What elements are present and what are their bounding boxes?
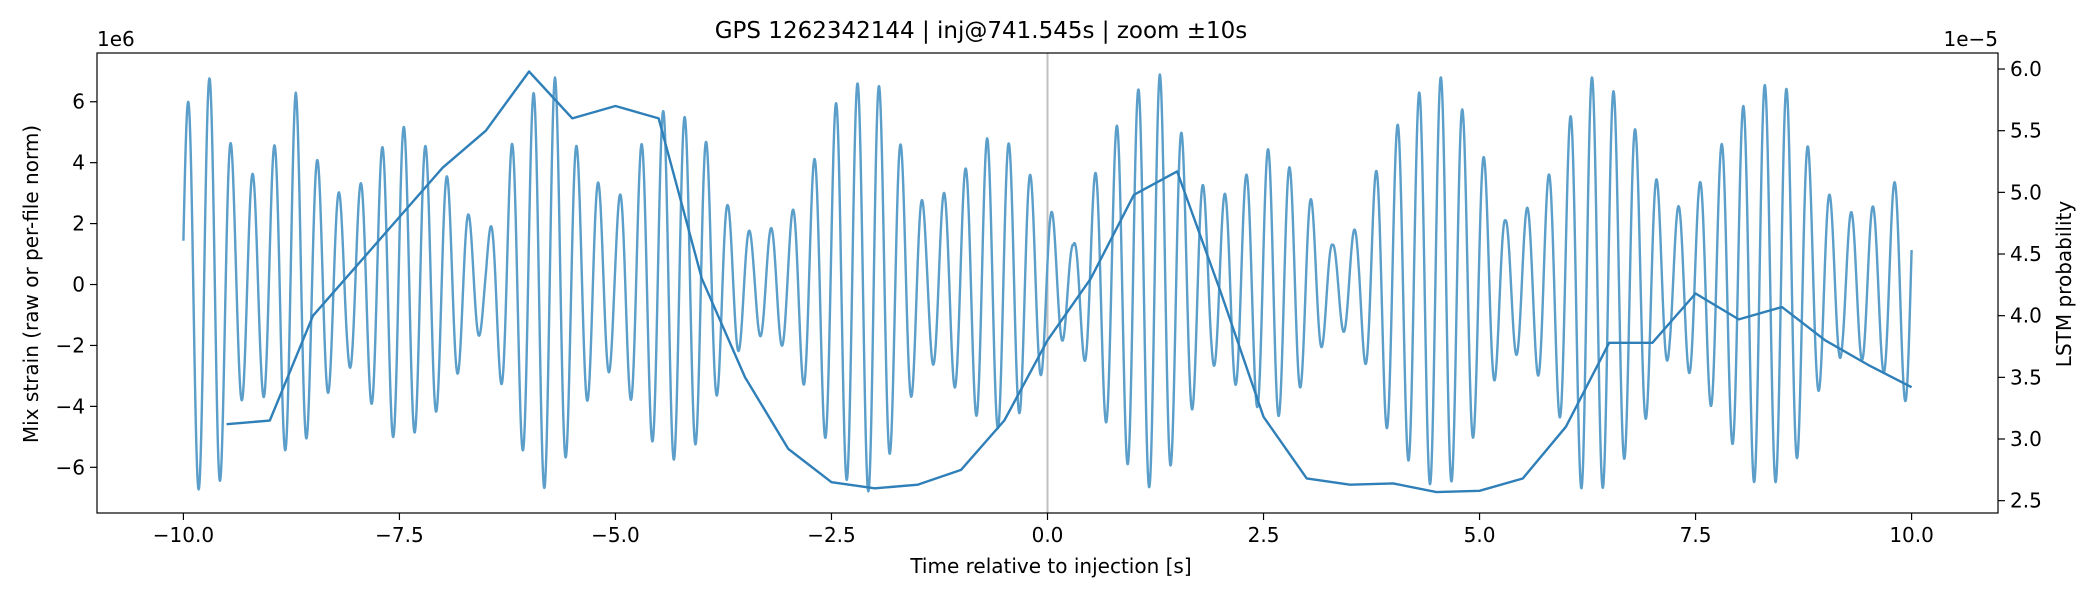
x-tick-label: −5.0 [591,523,640,547]
y-left-tick-label: −2 [56,333,85,357]
y-right-tick-label: 5.5 [2010,119,2042,143]
y-left-tick-label: 2 [72,212,85,236]
y-axis-left-offset: 1e6 [97,27,135,51]
x-tick-label: 2.5 [1248,523,1280,547]
y-right-tick-label: 4.5 [2010,242,2042,266]
y-axis-right-offset: 1e−5 [1943,27,1998,51]
lstm-series-line [226,70,1913,494]
y-left-tick-label: −6 [56,455,85,479]
x-tick-label: 0.0 [1032,523,1064,547]
y-right-tick-label: 6.0 [2010,57,2042,81]
y-axis-right-label: LSTM probability [2052,201,2076,368]
y-right-tick-label: 2.5 [2010,489,2042,513]
x-tick-label: 10.0 [1889,523,1934,547]
x-axis-label: Time relative to injection [s] [909,554,1191,578]
y-left-tick-label: 0 [72,273,85,297]
y-axis-right: 2.5 3.0 3.5 4.0 4.5 5.0 5.5 6.0 [1998,57,2042,513]
plot-content [182,53,1913,513]
y-left-tick-label: 6 [72,90,85,114]
y-right-tick-label: 3.5 [2010,365,2042,389]
y-axis-left: −6 −4 −2 0 2 4 6 [56,90,97,479]
y-left-tick-label: 4 [72,151,85,175]
x-tick-label: −2.5 [807,523,856,547]
strain-series-line [182,73,1913,493]
chart-title: GPS 1262342144 | inj@741.545s | zoom ±10… [715,18,1248,44]
x-tick-label: −7.5 [375,523,424,547]
x-tick-label: 5.0 [1464,523,1496,547]
x-tick-label: 7.5 [1680,523,1712,547]
x-axis: −10.0 −7.5 −5.0 −2.5 0.0 2.5 5.0 7.5 10.0 [153,513,1934,547]
y-axis-left-label: Mix strain (raw or per-file norm) [19,125,43,443]
y-left-tick-label: −4 [56,394,85,418]
y-right-tick-label: 5.0 [2010,180,2042,204]
x-tick-label: −10.0 [153,523,214,547]
y-right-tick-label: 4.0 [2010,304,2042,328]
y-right-tick-label: 3.0 [2010,427,2042,451]
